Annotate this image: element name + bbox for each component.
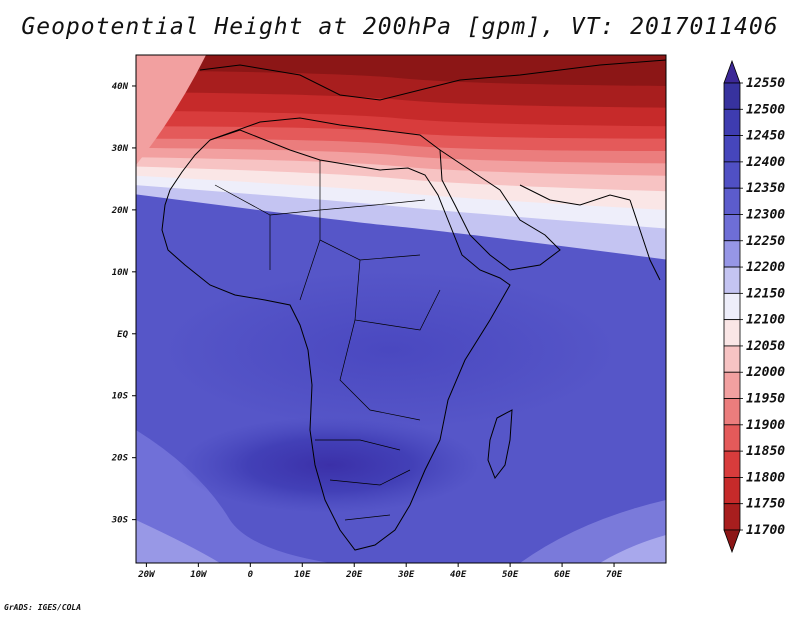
persian-gulf-coast xyxy=(519,184,631,206)
colorbar-label: 12550 xyxy=(746,76,785,91)
europe-coastline xyxy=(199,59,666,101)
grads-credit: GrADS: IGES/COLA xyxy=(4,603,82,612)
lon-tick-label: 50E xyxy=(502,570,519,580)
colorbar-label: 11900 xyxy=(746,418,785,433)
colorbar-box xyxy=(723,424,741,452)
colorbar-label: 11800 xyxy=(746,470,785,485)
colorbar-label: 12400 xyxy=(746,155,785,170)
arabia-coastline xyxy=(439,149,561,271)
lon-tick-label: 30E xyxy=(397,570,415,580)
colorbar-label: 12500 xyxy=(746,102,785,117)
colorbar-box xyxy=(723,82,741,110)
lon-tick-label: 0 xyxy=(248,570,254,580)
colorbar-box xyxy=(723,292,741,321)
lat-tick-label: 20S xyxy=(111,454,129,464)
colorbar-label: 11700 xyxy=(746,523,785,538)
lat-tick-label: 20N xyxy=(111,206,129,216)
colorbar-box xyxy=(723,214,741,242)
lighter-blue-region-sw xyxy=(136,520,220,563)
colorbar-bottom-triangle xyxy=(723,529,741,554)
colorbar-label: 11950 xyxy=(746,392,785,407)
lon-tick-label: 40E xyxy=(450,570,467,580)
colorbar-box xyxy=(723,161,741,189)
colorbar-box xyxy=(723,240,741,268)
colorbar-label: 12450 xyxy=(746,129,785,144)
lat-tick-label: 10N xyxy=(112,268,129,278)
lat-tick-label: 30S xyxy=(111,516,129,526)
latitude-axis: 40N 30N 20N 10N EQ 10S 20S 30S xyxy=(111,82,136,526)
colorbar-top-triangle xyxy=(723,59,741,84)
lat-tick-label: 10S xyxy=(112,392,129,402)
light-blue-region-sw xyxy=(136,430,330,563)
lon-tick-label: 10E xyxy=(294,570,311,580)
colorbar-label: 12200 xyxy=(746,260,785,275)
colorbar-box xyxy=(723,477,741,505)
colorbar-label: 11750 xyxy=(746,497,785,512)
lat-tick-label: 30N xyxy=(111,144,129,154)
southern-high-core xyxy=(180,417,480,513)
northwest-pink-region xyxy=(136,55,206,165)
colorbar-box xyxy=(723,319,741,347)
colorbar-box xyxy=(723,266,741,294)
map-title: Geopotential Height at 200hPa [gpm], VT:… xyxy=(21,14,779,40)
lon-tick-label: 20E xyxy=(345,570,363,580)
colorbar-label: 12050 xyxy=(746,339,785,354)
colorbar: 12550 12500 12450 12400 12350 12300 12250 12200… xyxy=(723,59,785,554)
lon-tick-label: 60E xyxy=(554,570,571,580)
lon-tick-label: 20W xyxy=(137,570,156,580)
colorbar-label: 12300 xyxy=(746,207,785,222)
plot-area xyxy=(136,55,666,563)
longitude-axis: 20W 10W 0 10E 20E 30E 40E 50E 60E 70E xyxy=(137,563,623,580)
mediterranean-south-coast xyxy=(209,117,441,151)
colorbar-box xyxy=(723,398,741,426)
colorbar-label: 12250 xyxy=(746,234,785,249)
lon-tick-label: 70E xyxy=(606,570,623,580)
equatorial-core xyxy=(160,270,620,430)
colorbar-box xyxy=(723,503,741,531)
india-coastline xyxy=(629,199,661,281)
colorbar-box xyxy=(723,345,741,373)
colorbar-label: 12100 xyxy=(746,313,785,328)
colorbar-label: 12150 xyxy=(746,286,785,301)
plot-frame xyxy=(135,54,667,564)
colorbar-label: 12000 xyxy=(746,365,785,380)
height-band-10 xyxy=(136,55,666,86)
lat-tick-label: EQ xyxy=(117,330,128,340)
colorbar-label: 12350 xyxy=(746,181,785,196)
colorbar-label: 11850 xyxy=(746,444,785,459)
colorbar-box xyxy=(723,187,741,215)
colorbar-box xyxy=(723,135,741,163)
colorbar-box xyxy=(723,371,741,399)
colorbar-box xyxy=(723,108,741,136)
lat-tick-label: 40N xyxy=(112,82,129,92)
madagascar-coastline xyxy=(487,409,513,480)
colorbar-box xyxy=(723,450,741,478)
africa-coastline xyxy=(161,129,511,551)
light-blue-region-se xyxy=(520,500,666,563)
lon-tick-label: 10W xyxy=(190,570,208,580)
interior-borders xyxy=(214,160,441,521)
lighter-blue-region-se xyxy=(600,535,666,563)
coastline-outlines xyxy=(161,59,666,551)
